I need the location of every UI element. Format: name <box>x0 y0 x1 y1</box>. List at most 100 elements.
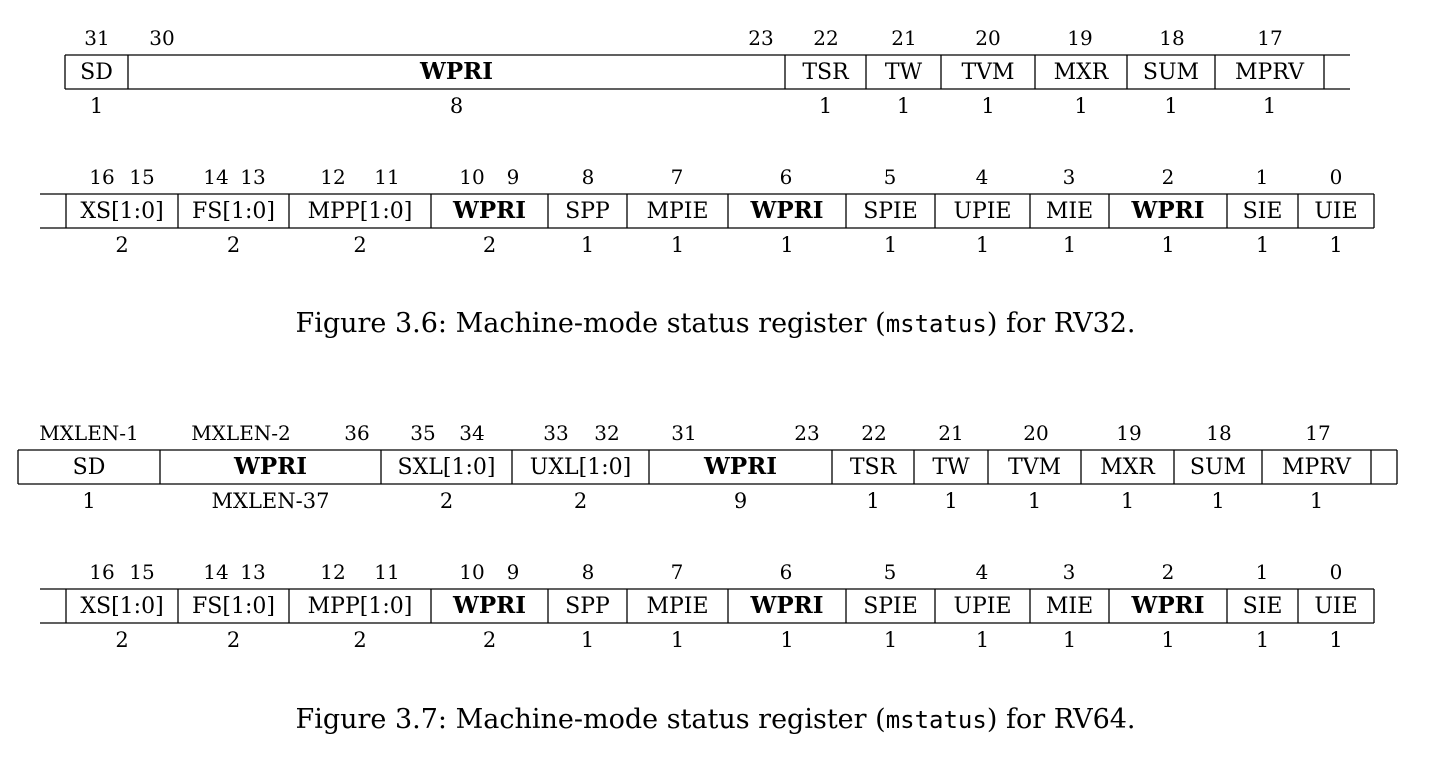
bit-position-label: 2 <box>1162 165 1175 189</box>
field-width: 1 <box>976 628 989 652</box>
field-width: 1 <box>1263 94 1276 118</box>
field-name: SD <box>73 455 106 480</box>
field-width: 8 <box>450 94 463 118</box>
field-width: 2 <box>353 628 366 652</box>
bit-position-label: 15 <box>129 165 154 189</box>
field-width: 1 <box>1256 233 1269 257</box>
field-width: 1 <box>581 628 594 652</box>
field-name: UIE <box>1314 594 1357 619</box>
bit-position-label: 23 <box>794 421 819 445</box>
field-width: 1 <box>1028 489 1041 513</box>
field-width: 1 <box>1310 489 1323 513</box>
field-name: MPIE <box>646 594 708 619</box>
field-name: WPRI <box>452 592 526 619</box>
bit-position-label: 16 <box>89 165 114 189</box>
bit-position-label: 18 <box>1206 421 1231 445</box>
bit-position-label: 34 <box>459 421 484 445</box>
field-width: 2 <box>483 628 496 652</box>
bit-position-label: 12 <box>320 560 345 584</box>
field-name: WPRI <box>703 453 777 480</box>
bit-position-label: 14 <box>203 560 228 584</box>
figure-rv64-register: MXLEN-1 MXLEN-2 36 35 34 33 32 31 23 22 21 20 19 18 17… <box>17 421 1398 652</box>
bit-position-label: 7 <box>671 165 684 189</box>
field-name: WPRI <box>419 58 493 85</box>
bit-position-label: 0 <box>1330 560 1343 584</box>
field-name: FS[1:0] <box>192 199 275 224</box>
bit-position-label: 20 <box>975 26 1000 50</box>
field-name: TVM <box>961 60 1014 85</box>
field-name: XS[1:0] <box>80 199 163 224</box>
register-row: MXLEN-1 MXLEN-2 36 35 34 33 32 31 23 22 21 20 19 18 17… <box>17 421 1398 513</box>
bit-position-label: 21 <box>891 26 916 50</box>
bit-position-label: 18 <box>1159 26 1184 50</box>
field-name: SUM <box>1190 455 1246 480</box>
field-name: SPP <box>565 594 610 619</box>
field-name: WPRI <box>750 592 824 619</box>
bit-position-label: 16 <box>89 560 114 584</box>
field-name: SPIE <box>863 594 918 619</box>
field-width: 1 <box>780 233 793 257</box>
field-width: 1 <box>1164 94 1177 118</box>
bit-position-label: 6 <box>780 560 793 584</box>
field-width: 1 <box>90 94 103 118</box>
bit-position-label: 1 <box>1256 165 1269 189</box>
field-width: 1 <box>884 233 897 257</box>
field-name: SPP <box>565 199 610 224</box>
caption-code: mstatus <box>885 706 987 734</box>
field-name: TW <box>932 455 970 480</box>
field-name: MXR <box>1054 60 1110 85</box>
bit-position-label: 13 <box>240 560 265 584</box>
field-width: 1 <box>1063 628 1076 652</box>
field-width: 1 <box>1329 628 1342 652</box>
field-width: 1 <box>1074 94 1087 118</box>
register-row: 31 30 23 22 21 20 19 18 17 SD 1 WPRI 8 TSR 1 TW 1 TVM 1 MXR… <box>64 26 1350 118</box>
bit-position-label: 10 <box>459 560 484 584</box>
bit-position-label: 5 <box>884 560 897 584</box>
caption-suffix: ) for RV32. <box>986 308 1136 339</box>
field-width: 2 <box>227 628 240 652</box>
bit-position-label: MXLEN-1 <box>39 421 139 445</box>
field-name: UPIE <box>953 199 1011 224</box>
figure-rv32-register: 31 30 23 22 21 20 19 18 17SD1WPRI8TSR1TW1TVM1MXR… <box>40 26 1375 257</box>
field-name: MIE <box>1046 594 1093 619</box>
bit-position-label: 19 <box>1116 421 1141 445</box>
field-width: 1 <box>1063 233 1076 257</box>
field-name: SD <box>80 60 113 85</box>
field-name: XS[1:0] <box>80 594 163 619</box>
field-name: TVM <box>1008 455 1061 480</box>
register-row: 16 15 14 13 12 11 10 9 8 7 6 5 4 3 2 1 0XS[1:0]2FS[1:0]2… <box>40 560 1375 652</box>
bit-position-label: 31 <box>671 421 696 445</box>
bit-position-label: 8 <box>582 165 595 189</box>
caption-rv32: Figure 3.6: Machine-mode status register… <box>0 308 1431 340</box>
field-width: 1 <box>1121 489 1134 513</box>
field-width: 1 <box>82 489 95 513</box>
field-name: MXR <box>1100 455 1156 480</box>
field-name: SPIE <box>863 199 918 224</box>
field-width: 2 <box>440 489 453 513</box>
field-name: MPP[1:0] <box>308 199 413 224</box>
bit-position-label: 32 <box>594 421 619 445</box>
field-width: 1 <box>1329 233 1342 257</box>
bit-position-label: 17 <box>1257 26 1282 50</box>
field-width: 1 <box>671 628 684 652</box>
bit-position-label: 3 <box>1063 560 1076 584</box>
field-width: 2 <box>227 233 240 257</box>
field-name: SUM <box>1143 60 1199 85</box>
register-row: 16 15 14 13 12 11 10 9 8 7 6 5 4 3 2 1 0XS[1:0]2FS[1:0]2… <box>40 165 1375 257</box>
field-name: MPIE <box>646 199 708 224</box>
field-name: WPRI <box>452 197 526 224</box>
field-name: FS[1:0] <box>192 594 275 619</box>
bit-position-label: 17 <box>1305 421 1330 445</box>
caption-suffix: ) for RV64. <box>986 704 1136 735</box>
bit-position-label: 5 <box>884 165 897 189</box>
field-name: UIE <box>1314 199 1357 224</box>
field-width: MXLEN-37 <box>212 489 330 513</box>
field-name: SIE <box>1243 594 1283 619</box>
field-name: MIE <box>1046 199 1093 224</box>
bit-position-label: 15 <box>129 560 154 584</box>
field-width: 2 <box>483 233 496 257</box>
bit-position-label: 12 <box>320 165 345 189</box>
bit-position-label: 10 <box>459 165 484 189</box>
field-name: WPRI <box>1131 197 1205 224</box>
field-width: 1 <box>1161 233 1174 257</box>
